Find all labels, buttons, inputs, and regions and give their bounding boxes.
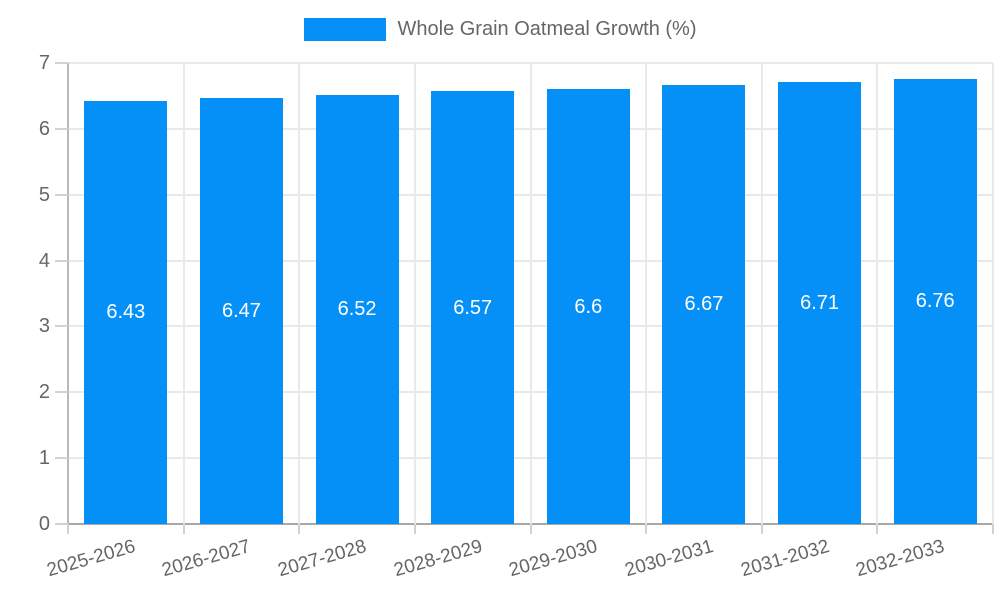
bar-2025-2026[interactable]: 6.43 [84,100,168,524]
y-tick-label: 0 [38,513,50,535]
plot-area: 6.43 6.47 6.52 6.57 6.6 6.67 6.71 6.76 [67,62,994,525]
bar-2030-2031[interactable]: 6.67 [662,84,746,524]
x-axis-label-2026-2027: 2026-2027 [160,536,254,582]
y-tick-label: 2 [38,381,50,404]
y-tick-mark [55,391,68,394]
gridline-x-boundary [529,63,532,524]
gridline-x-boundary [760,63,763,524]
bar-value-label: 6.47 [221,299,261,322]
bar-value-label: 6.57 [453,296,493,319]
gridline-x-boundary [298,63,301,524]
x-axis-label-2029-2030: 2029-2030 [506,536,601,582]
legend-swatch-icon [303,18,386,41]
bar-value-label: 6.67 [684,293,724,316]
chart-legend: Whole Grain Oatmeal Growth (%) [0,18,1000,41]
y-tick-mark [55,127,68,130]
x-tick-mark [529,524,532,534]
bar-2029-2030[interactable]: 6.6 [546,89,630,524]
x-tick-mark [182,524,185,534]
x-axis-label-2031-2032: 2031-2032 [738,536,832,582]
legend-item[interactable]: Whole Grain Oatmeal Growth (%) [303,18,697,41]
y-tick-label: 3 [38,315,50,338]
gridline-x-boundary [876,63,879,524]
y-tick-label: 1 [38,447,50,470]
y-tick-mark [55,523,68,525]
y-tick-label: 6 [38,117,50,140]
x-tick-mark [67,524,69,534]
x-axis-label-2028-2029: 2028-2029 [391,536,485,582]
bar-value-label: 6.43 [106,301,146,324]
x-tick-mark [298,524,301,534]
bar-value-label: 6.71 [800,292,840,315]
y-tick-mark [55,193,68,196]
x-axis-label-2032-2033: 2032-2033 [853,536,947,582]
bar-2027-2028[interactable]: 6.52 [315,94,399,524]
x-tick-mark [645,524,648,534]
y-tick-label: 7 [38,52,50,74]
x-axis-label-2027-2028: 2027-2028 [275,536,369,582]
x-axis-label-2025-2026: 2025-2026 [44,536,138,582]
legend-label: Whole Grain Oatmeal Growth (%) [397,18,697,40]
gridline-x-boundary [67,63,69,524]
y-tick-mark [55,62,68,64]
x-tick-mark [992,524,994,534]
bar-2031-2032[interactable]: 6.71 [778,82,862,524]
gridline-x-boundary [992,63,994,524]
bar-2032-2033[interactable]: 6.76 [893,78,977,524]
gridline-x-boundary [413,63,416,524]
x-tick-mark [876,524,879,534]
bar-2028-2029[interactable]: 6.57 [431,91,515,524]
gridline-x-boundary [182,63,185,524]
bar-value-label: 6.52 [337,298,377,321]
y-tick-mark [55,259,68,262]
bar-value-label: 6.6 [574,295,603,318]
y-tick-mark [55,325,68,328]
gridline-x-boundary [645,63,648,524]
y-tick-mark [55,457,68,460]
y-tick-label: 4 [38,249,50,272]
x-tick-mark [760,524,763,534]
y-tick-label: 5 [38,183,50,206]
bar-2026-2027[interactable]: 6.47 [199,97,283,524]
x-axis-label-2030-2031: 2030-2031 [622,536,716,582]
x-tick-mark [413,524,416,534]
bar-value-label: 6.76 [915,290,955,313]
